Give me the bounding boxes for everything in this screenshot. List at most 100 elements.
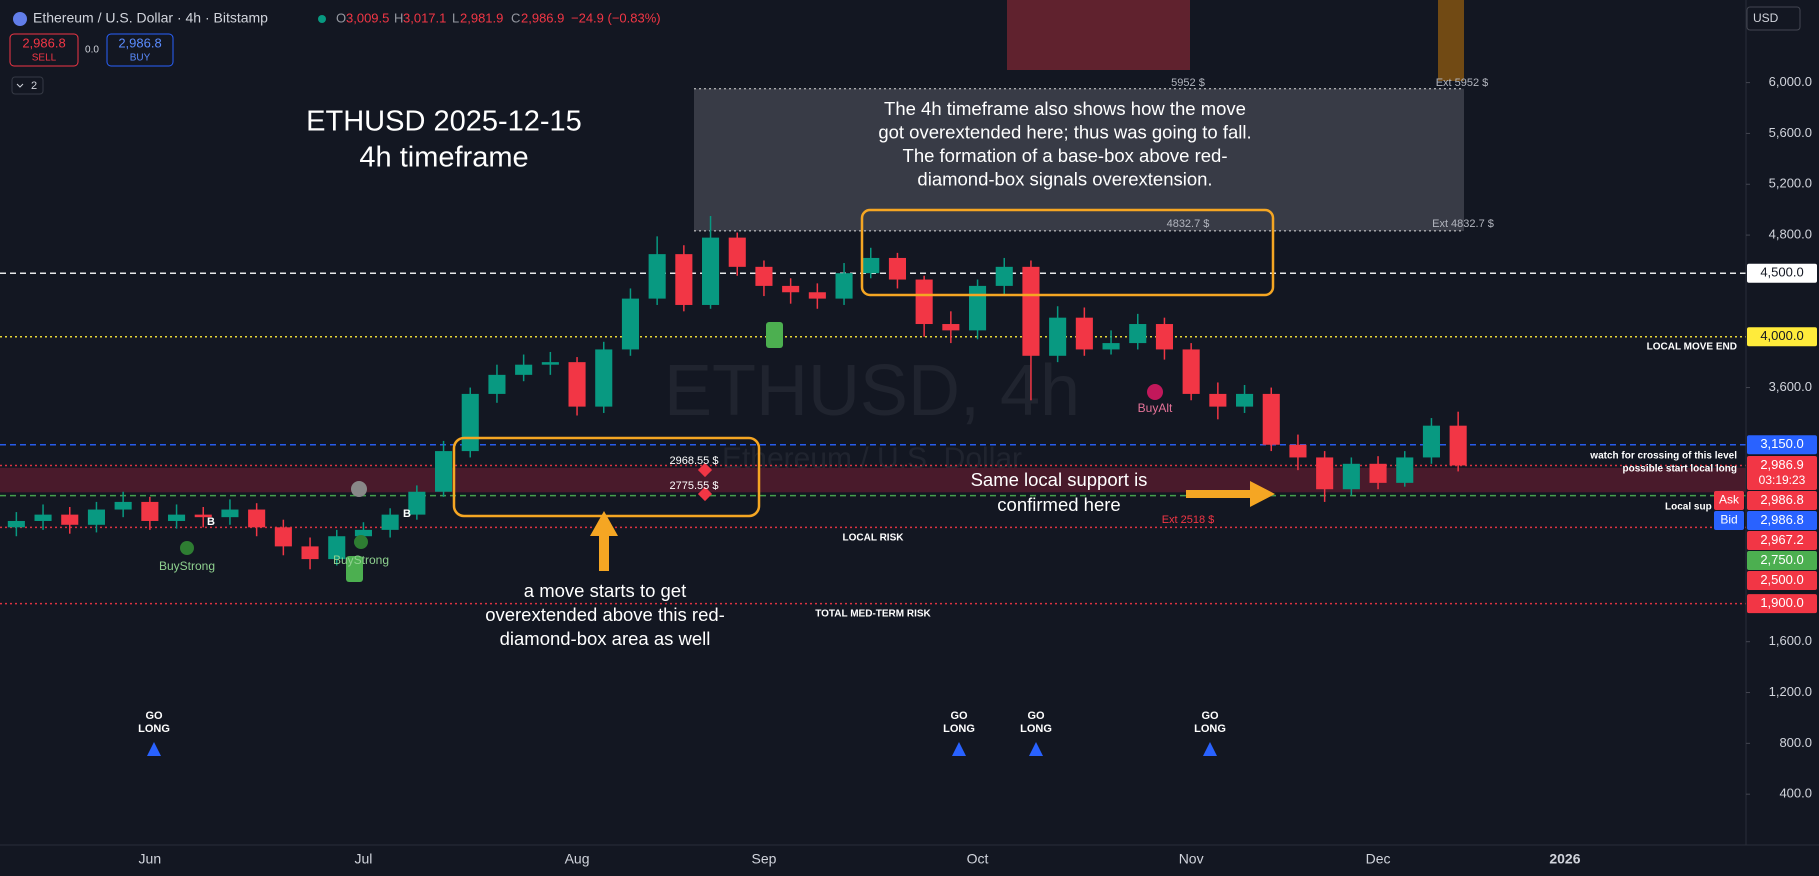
candle-body	[435, 451, 453, 492]
note-text: diamond-box signals overextension.	[917, 168, 1212, 189]
chevron[interactable]	[16, 83, 24, 88]
candle-body	[888, 257, 906, 280]
x-tick-label: 2026	[1549, 851, 1580, 867]
symbol: Ethereum / U.S. Dollar · 4h · Bitstamp	[33, 10, 268, 26]
note-text: The 4h timeframe also shows how the move	[884, 98, 1246, 119]
candle-body	[915, 279, 933, 325]
signal-dot	[180, 541, 194, 555]
chart-title: ETHUSD 2025-12-15	[306, 106, 582, 138]
candle-body	[34, 514, 52, 521]
candle-body	[381, 514, 399, 530]
x-tick-label: Oct	[967, 851, 989, 867]
note-text: a move starts to get	[524, 580, 686, 601]
side-tag-label: Ask	[1719, 493, 1740, 507]
buy-button[interactable]	[106, 33, 174, 67]
note-text: The formation of a base-box above red-	[903, 145, 1228, 166]
sell-price[interactable]: 2,986.8	[22, 35, 65, 50]
price-tag-label: 2,986.9	[1760, 457, 1803, 472]
candle-body	[1342, 463, 1360, 490]
ohlc-key: O	[336, 10, 346, 25]
buy-price[interactable]: 2,986.8	[118, 35, 161, 50]
symbol-icon	[13, 12, 27, 26]
label: Ext 4832.7 $	[1432, 218, 1494, 230]
highlight-band	[1438, 0, 1464, 81]
candle-body	[862, 257, 880, 274]
sell-label[interactable]: SELL	[32, 53, 57, 64]
signal-dot	[1147, 384, 1163, 400]
candle-body	[1236, 393, 1254, 407]
label: 2775.55 $	[670, 480, 719, 492]
label: Local sup	[1665, 502, 1712, 513]
price-tag-label: 2,986.8	[1760, 512, 1803, 527]
zone	[0, 467, 1746, 493]
sell-button[interactable]	[9, 33, 79, 67]
plot	[7, 216, 1467, 570]
y-tick-label: 3,600.0	[1769, 379, 1812, 394]
buy-label[interactable]: BUY	[130, 53, 151, 64]
ohlc-key: H	[394, 10, 403, 25]
x-tick-label: Sep	[751, 851, 776, 867]
x-tick-label: Nov	[1179, 851, 1204, 867]
candle-body	[1422, 425, 1440, 458]
y-tick-label: 800.0	[1779, 735, 1812, 750]
signal-dot	[354, 535, 368, 549]
label: Ext 5952 $	[1436, 77, 1489, 89]
candle-body	[328, 536, 346, 560]
signal-triangle	[1203, 742, 1217, 756]
label: 4832.7 $	[1167, 218, 1210, 230]
price-tag-label: 3,150.0	[1760, 436, 1803, 451]
candle-body	[1022, 266, 1040, 356]
signal-triangle	[1029, 742, 1043, 756]
side-tag	[1714, 490, 1744, 510]
candle-body	[728, 237, 746, 267]
spread: 0.0	[85, 45, 99, 56]
label: BuyAlt	[1138, 401, 1173, 415]
price-tag	[1747, 530, 1817, 550]
price-tag-label: 2,986.8	[1760, 492, 1803, 507]
y-tick-label: 1,200.0	[1769, 684, 1812, 699]
price-tag-label: 2,500.0	[1760, 572, 1803, 587]
note-text: confirmed here	[997, 494, 1120, 515]
ohlc-value: 2,986.9	[521, 10, 564, 25]
currency-select[interactable]	[1746, 6, 1801, 31]
x-tick-label: Aug	[565, 851, 590, 867]
highlight-band	[1007, 0, 1190, 70]
candle-body	[461, 393, 479, 452]
candle-body	[1316, 457, 1334, 490]
candle-body	[595, 349, 613, 407]
side-tag-label: Bid	[1720, 513, 1737, 527]
price-tag-label: 2,967.2	[1760, 532, 1803, 547]
candle-body	[301, 546, 319, 560]
currency[interactable]: USD	[1753, 11, 1779, 25]
label: 2968.55 $	[670, 455, 719, 467]
change: −24.9 (−0.83%)	[571, 10, 661, 25]
ohlc-value: 2,981.9	[460, 10, 503, 25]
zone	[694, 88, 1464, 231]
label: watch for crossing of this level	[1589, 451, 1737, 462]
y-tick-label: 5,600.0	[1769, 125, 1812, 140]
diamond	[697, 486, 713, 502]
y-tick-label: 4,800.0	[1769, 227, 1812, 242]
candle-body	[168, 514, 186, 521]
x-tick-label: Dec	[1366, 851, 1391, 867]
arrow-right	[1186, 481, 1275, 507]
candle-body	[1289, 444, 1307, 458]
candle-body	[808, 292, 826, 299]
label: LOCAL MOVE END	[1647, 342, 1737, 353]
layers-toggle[interactable]	[11, 76, 44, 95]
candle-body	[702, 237, 720, 305]
price-tag	[1747, 455, 1817, 490]
label: BuyStrong	[333, 553, 389, 567]
watermark: Ethereum / U.S. Dollar	[722, 442, 1022, 475]
time-axis	[0, 845, 1819, 876]
candle-body	[1396, 457, 1414, 483]
layers-count[interactable]: 2	[31, 80, 37, 92]
label: LOCAL RISK	[843, 533, 905, 544]
candle-body	[1155, 324, 1173, 350]
note-text: Same local support is	[971, 469, 1148, 490]
candle-body	[648, 254, 666, 299]
candle-body	[1049, 317, 1067, 356]
label: BuyStrong	[159, 559, 215, 573]
price-tag	[1747, 490, 1817, 510]
price-tag	[1747, 435, 1817, 455]
